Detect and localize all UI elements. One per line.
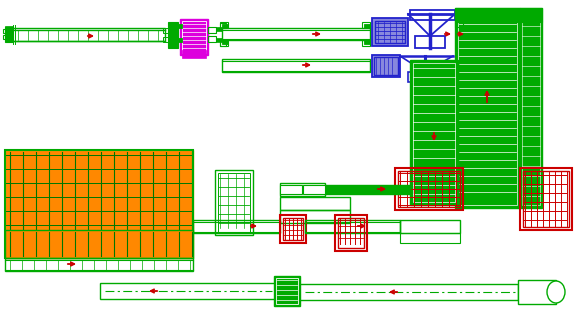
Bar xyxy=(222,59,370,72)
Bar xyxy=(410,60,458,205)
Bar xyxy=(398,171,460,207)
Bar xyxy=(410,10,455,20)
Bar xyxy=(408,72,442,82)
Bar xyxy=(208,27,216,33)
Bar xyxy=(182,50,206,58)
Bar xyxy=(522,11,540,205)
Bar xyxy=(280,183,325,196)
Bar xyxy=(222,24,228,28)
Bar xyxy=(5,150,193,258)
Bar xyxy=(415,36,445,48)
Bar xyxy=(222,40,228,44)
Bar xyxy=(372,18,408,46)
Bar xyxy=(216,38,222,42)
Bar xyxy=(218,173,250,232)
Bar xyxy=(276,278,298,304)
Bar xyxy=(455,8,542,22)
Bar xyxy=(362,22,370,28)
Bar xyxy=(458,11,517,205)
Bar xyxy=(180,19,208,55)
Bar xyxy=(3,35,8,39)
Bar xyxy=(174,24,182,28)
Bar xyxy=(395,168,463,210)
Bar xyxy=(364,24,370,28)
Bar xyxy=(520,8,542,208)
Bar xyxy=(222,28,370,40)
Bar xyxy=(375,21,405,43)
Bar xyxy=(208,36,216,42)
Bar xyxy=(523,171,569,227)
Bar xyxy=(413,63,455,202)
Bar xyxy=(174,38,182,42)
Bar xyxy=(455,8,520,208)
Bar xyxy=(163,37,169,42)
Bar xyxy=(220,40,228,46)
Bar xyxy=(280,210,350,223)
Bar xyxy=(455,22,463,27)
Bar xyxy=(325,185,410,194)
Bar xyxy=(372,55,400,77)
Bar xyxy=(280,197,350,210)
Bar xyxy=(220,23,226,28)
Bar xyxy=(10,28,165,41)
Bar xyxy=(362,40,370,46)
Bar xyxy=(338,218,364,248)
Bar xyxy=(193,220,280,233)
Bar xyxy=(5,230,193,258)
Bar xyxy=(5,258,193,271)
Bar xyxy=(283,218,303,240)
Bar xyxy=(220,22,228,28)
Bar xyxy=(182,21,206,53)
Bar xyxy=(5,37,13,41)
Bar xyxy=(163,28,169,33)
Bar xyxy=(518,280,556,304)
Bar xyxy=(305,220,400,233)
Bar xyxy=(216,27,222,31)
Ellipse shape xyxy=(547,281,565,303)
Bar xyxy=(300,284,518,300)
Bar xyxy=(303,185,325,194)
Bar xyxy=(364,40,370,44)
Bar xyxy=(280,215,306,243)
Bar xyxy=(374,57,398,75)
Bar xyxy=(5,150,193,258)
Bar xyxy=(215,170,253,235)
Bar xyxy=(335,215,367,251)
Bar xyxy=(400,233,460,243)
Bar xyxy=(280,185,302,194)
Bar xyxy=(100,283,275,299)
Bar xyxy=(220,41,226,46)
Bar xyxy=(5,27,13,42)
Bar xyxy=(520,168,572,230)
Bar xyxy=(5,26,13,30)
Bar xyxy=(274,276,300,306)
Bar xyxy=(168,22,178,48)
Bar xyxy=(400,220,460,233)
Bar xyxy=(3,29,8,33)
